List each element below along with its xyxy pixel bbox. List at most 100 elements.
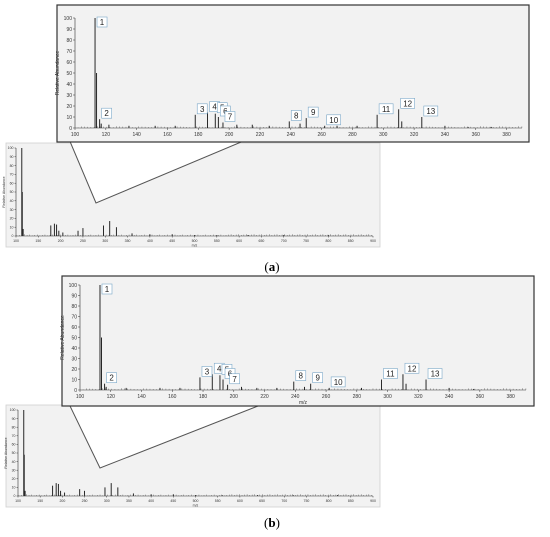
peak-label: 13 [431,370,440,379]
x-tick-label: 100 [71,132,80,138]
y-tick-label: 90 [10,155,14,159]
y-tick-label: 90 [71,293,77,299]
x-tick-label: 700 [281,499,287,503]
x-tick-label: 100 [15,499,21,503]
y-tick-label: 0 [14,494,16,498]
x-tick-label: 180 [194,132,203,138]
x-tick-label: 350 [126,499,132,503]
x-tick-label: 300 [383,394,392,400]
y-tick-label: 40 [66,82,72,88]
y-tick-label: 10 [10,225,14,229]
x-tick-label: 220 [256,132,265,138]
y-tick-label: 90 [66,27,72,33]
x-tick-label: 400 [148,499,154,503]
y-tick-label: 80 [71,304,77,310]
zoom-spectrum-b: 0 10 20 30 40 50 60 70 80 90 100 100 120 140 160 180 200… [60,283,527,406]
peak-label-box [196,103,208,115]
peak-label: 12 [408,364,417,373]
y-axis-label: Relative Abundance [60,315,66,360]
y-tick-label: 70 [66,49,72,55]
peak-label: 8 [294,111,299,120]
y-tick-label: 20 [12,477,16,481]
x-tick-label: 200 [225,132,234,138]
y-tick-label: 30 [10,208,14,212]
x-tick-label: 350 [125,239,131,243]
y-tick-label: 100 [8,146,14,150]
x-tick-label: 140 [137,394,146,400]
y-tick-label: 70 [10,173,14,177]
y-tick-label: 80 [12,425,16,429]
peak-label-box [404,362,420,374]
peak-label-box [423,105,439,117]
y-tick-label: 90 [12,417,16,421]
x-tick-label: 160 [163,132,172,138]
peak-label-box [96,16,108,28]
x-tick-label: 320 [414,394,423,400]
y-axis-label: Relative Abundance [2,176,6,207]
peak-label-box [330,376,346,388]
peak-label: 10 [334,378,343,387]
peak-label-box [326,114,342,126]
peak-label: 8 [299,372,304,381]
x-axis-label: m/z [193,504,199,508]
y-tick-label: 60 [71,325,77,331]
y-tick-label: 40 [71,346,77,352]
peak-label-box [400,98,415,109]
peak-label-box [224,111,236,122]
peak-label-box [427,368,443,379]
y-tick-label: 50 [12,451,16,455]
peak-label: 2 [109,374,114,383]
peak-label: 7 [228,113,233,122]
panel-caption-a: (a) [264,259,279,274]
x-tick-label: 800 [325,239,331,243]
x-tick-label: 750 [304,499,310,503]
y-axis-label: Relative Abundance [55,51,61,96]
y-tick-label: 10 [66,115,72,121]
x-tick-label: 550 [214,239,220,243]
peak-label-box [101,283,113,295]
peak-label-box [106,372,117,384]
peak-label: 3 [205,367,210,376]
x-tick-label: 200 [58,239,64,243]
y-tick-label: 60 [12,443,16,447]
peak-label-box [201,366,213,377]
peak-label: 7 [232,375,237,384]
x-tick-label: 700 [281,239,287,243]
peak-label: 2 [104,109,109,118]
y-tick-label: 50 [71,335,77,341]
x-tick-label: 850 [348,499,354,503]
x-tick-label: 280 [348,132,357,138]
peak-label-box [295,370,307,381]
peak-label: 1 [105,285,110,294]
peak-label: 9 [315,374,320,383]
x-tick-label: 340 [445,394,454,400]
y-tick-label: 50 [66,71,72,77]
x-tick-label: 340 [441,132,450,138]
zoom-spectrum-b-background [61,275,535,407]
x-tick-label: 260 [317,132,326,138]
x-tick-label: 260 [322,394,331,400]
y-tick-label: 0 [12,234,14,238]
x-tick-label: 200 [230,394,239,400]
x-tick-label: 650 [259,239,265,243]
x-tick-label: 900 [370,499,376,503]
y-tick-label: 0 [74,388,77,394]
y-tick-label: 30 [66,93,72,99]
x-tick-label: 300 [104,499,110,503]
x-tick-label: 360 [476,394,485,400]
x-tick-label: 650 [259,499,265,503]
x-tick-label: 450 [170,499,176,503]
zoom-spectrum-a-background [56,4,530,143]
x-tick-label: 320 [410,132,419,138]
peak-label: 9 [311,108,316,117]
x-tick-label: 600 [236,239,242,243]
x-tick-label: 240 [291,394,300,400]
y-tick-label: 50 [10,190,14,194]
x-tick-label: 280 [353,394,362,400]
x-tick-label: 850 [348,239,354,243]
x-tick-label: 600 [237,499,243,503]
x-tick-label: 360 [472,132,481,138]
y-tick-label: 70 [12,434,16,438]
x-tick-label: 450 [169,239,175,243]
